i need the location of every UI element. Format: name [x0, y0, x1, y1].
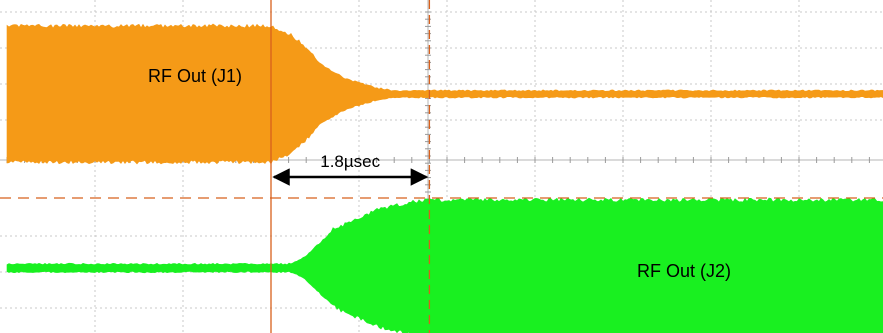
trace-rf-out-j2	[6, 197, 883, 333]
delta-time-label: 1.8µsec	[320, 152, 380, 171]
trace-rf-out-j1	[6, 23, 883, 165]
series-label-j1: RF Out (J1)	[148, 66, 242, 86]
series-label-j2: RF Out (J2)	[637, 261, 731, 281]
traces	[6, 23, 883, 333]
